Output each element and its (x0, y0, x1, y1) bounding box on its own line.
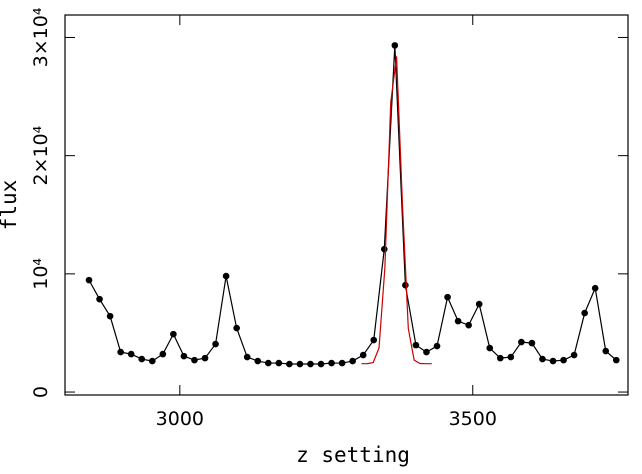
data-point (148, 357, 156, 365)
data-point (117, 348, 124, 356)
data-point (264, 359, 272, 367)
data-point (560, 356, 567, 364)
data-point (212, 340, 219, 348)
data-point (391, 42, 399, 49)
y-tick-label: 10⁴ (30, 258, 52, 290)
data-point (475, 300, 483, 308)
data-point (539, 355, 546, 363)
data-point (433, 342, 441, 350)
data-point (286, 360, 293, 368)
data-point (507, 353, 515, 361)
data-point (170, 330, 177, 338)
data-point (370, 336, 378, 344)
series-line (88, 45, 617, 365)
data-point (602, 347, 610, 355)
x-tick-label: 3500 (449, 408, 497, 430)
data-point (328, 359, 335, 367)
y-tick-label: 0 (30, 386, 52, 398)
data-point (138, 355, 146, 363)
data-point (349, 357, 356, 365)
data-point (317, 360, 325, 368)
data-point (380, 245, 388, 253)
y-tick-label: 2×10⁴ (30, 125, 52, 185)
series-line (361, 56, 432, 365)
data-point (191, 356, 198, 364)
x-axis-label: z setting (296, 443, 410, 467)
data-point (612, 356, 620, 364)
data-point (412, 341, 420, 349)
data-point (338, 359, 346, 367)
data-point (518, 338, 525, 346)
data-point (570, 351, 578, 359)
data-point (486, 344, 494, 352)
data-point (423, 348, 430, 356)
data-point (307, 360, 314, 368)
data-point (243, 353, 251, 361)
data-point (159, 350, 167, 358)
y-tick-label: 3×10⁴ (30, 7, 52, 67)
data-point (96, 295, 103, 303)
data-point (296, 360, 304, 368)
data-point (254, 357, 262, 365)
data-point (127, 350, 135, 358)
data-point (180, 352, 188, 360)
data-point (201, 354, 209, 362)
data-point (359, 351, 367, 359)
data-point (106, 312, 114, 320)
data-point (549, 357, 557, 365)
data-point (444, 293, 451, 301)
data-point (528, 339, 536, 347)
y-axis-label: flux (0, 180, 21, 231)
plot-frame (64, 14, 629, 396)
data-point (233, 324, 240, 332)
data-point (465, 321, 472, 329)
data-point (222, 272, 230, 280)
x-tick-label: 3000 (156, 408, 204, 430)
data-point (85, 276, 93, 284)
data-point (581, 309, 588, 317)
data-point (402, 281, 409, 289)
data-point (454, 317, 462, 325)
data-point (496, 354, 504, 362)
data-point (591, 284, 599, 292)
data-point (275, 359, 283, 367)
